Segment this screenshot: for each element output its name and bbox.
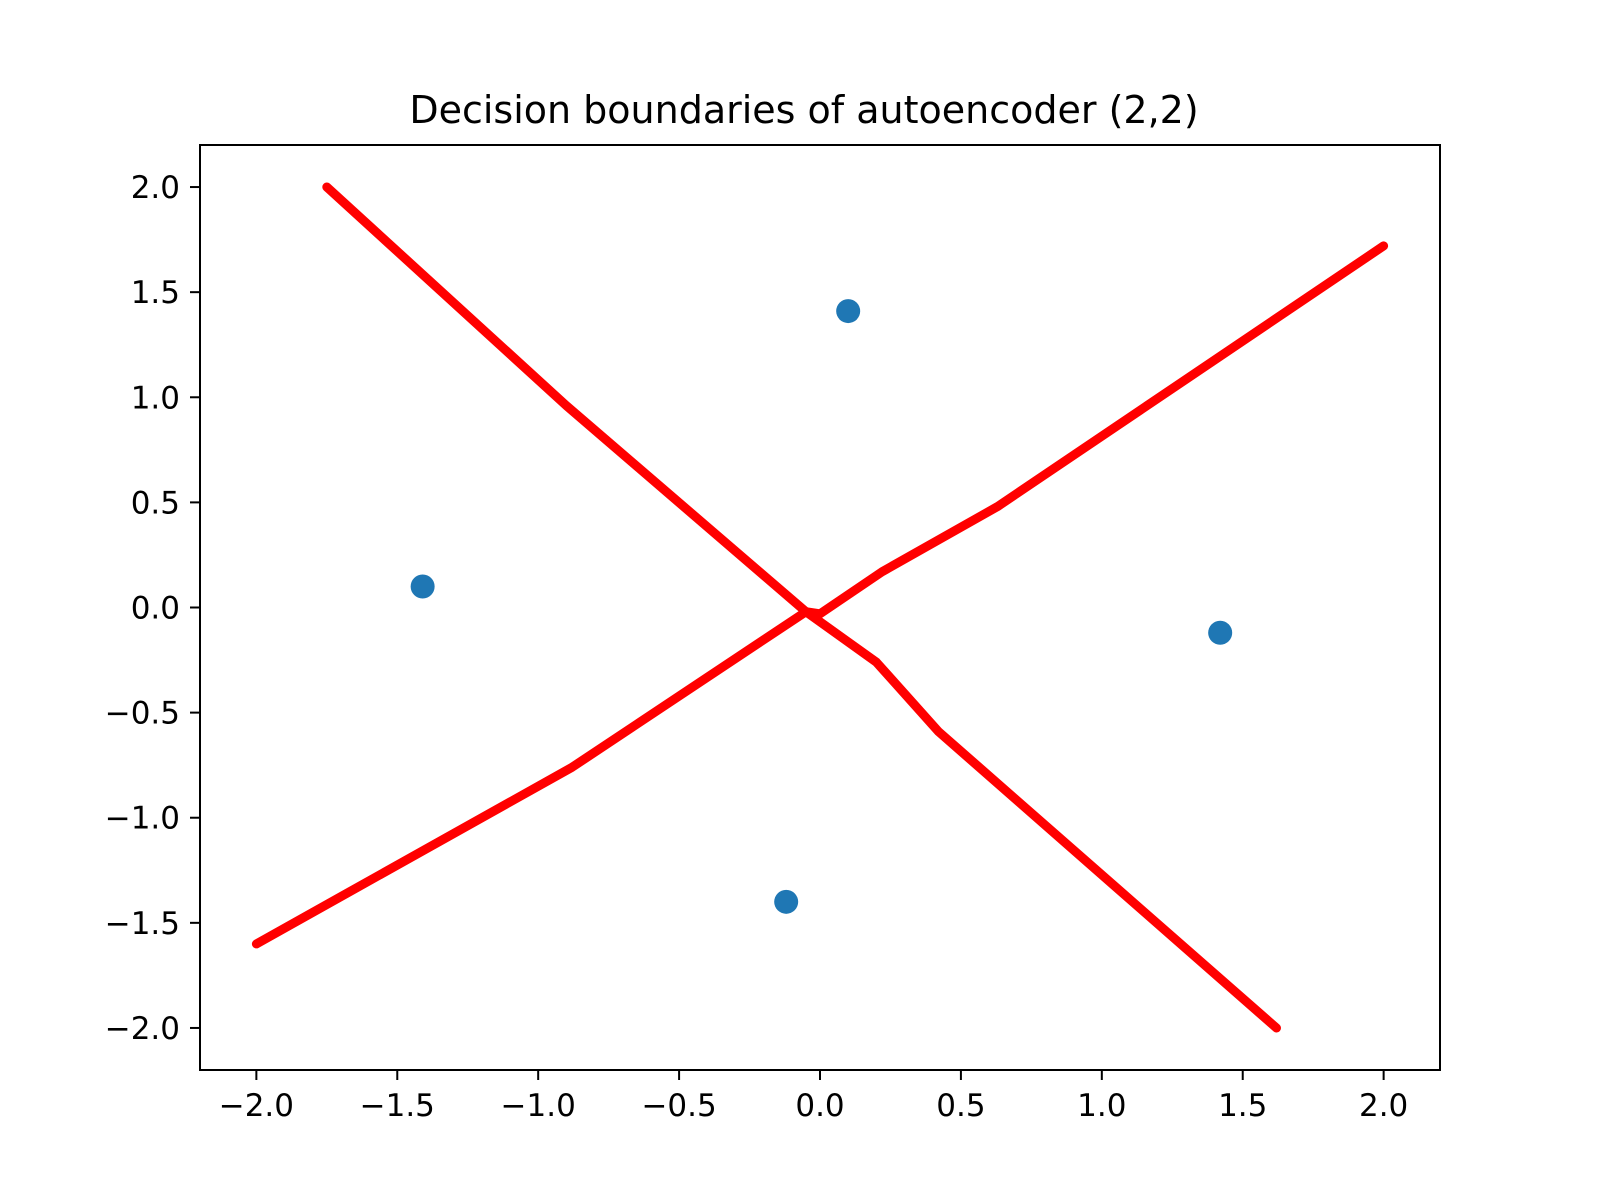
axes-frame [199,144,1441,1071]
scatter-point-3 [774,889,799,914]
plot-area [251,182,1389,1033]
y-tick-label: 1.5 [131,275,180,311]
x-tick-label: 2.0 [1359,1088,1408,1124]
y-tick-label: 2.0 [131,170,180,206]
x-tick-label: −1.0 [501,1088,576,1124]
y-axis-ticks: −2.0 −1.5 −1.0 −0.5 0.0 0.5 1.0 1.5 2.0 [105,170,200,1047]
x-tick-label: −0.5 [641,1088,716,1124]
x-tick-label: −2.0 [219,1088,294,1124]
y-tick-label: −1.5 [105,906,180,942]
y-tick-label: 0.5 [131,485,180,521]
x-tick-label: 1.0 [1077,1088,1126,1124]
x-tick-label: 1.5 [1218,1088,1267,1124]
x-tick-label: 0.0 [795,1088,844,1124]
chart-title: Decision boundaries of autoencoder (2,2) [409,88,1198,132]
y-tick-label: −1.0 [105,801,180,837]
y-tick-label: 1.0 [131,380,180,416]
x-axis-ticks: −2.0 −1.5 −1.0 −0.5 0.0 0.5 1.0 1.5 2.0 [219,1070,1408,1124]
x-tick-label: 0.5 [936,1088,985,1124]
y-tick-label: −2.0 [105,1011,180,1047]
scatter-point-2 [1208,620,1233,645]
y-tick-label: −0.5 [105,696,180,732]
decision-boundary-line-1 [322,182,1281,1033]
scatter-point-1 [410,574,435,599]
x-tick-label: −1.5 [360,1088,435,1124]
y-tick-label: 0.0 [131,591,180,627]
decision-boundary-line-2 [251,241,1389,949]
scatter-point-0 [836,299,861,324]
